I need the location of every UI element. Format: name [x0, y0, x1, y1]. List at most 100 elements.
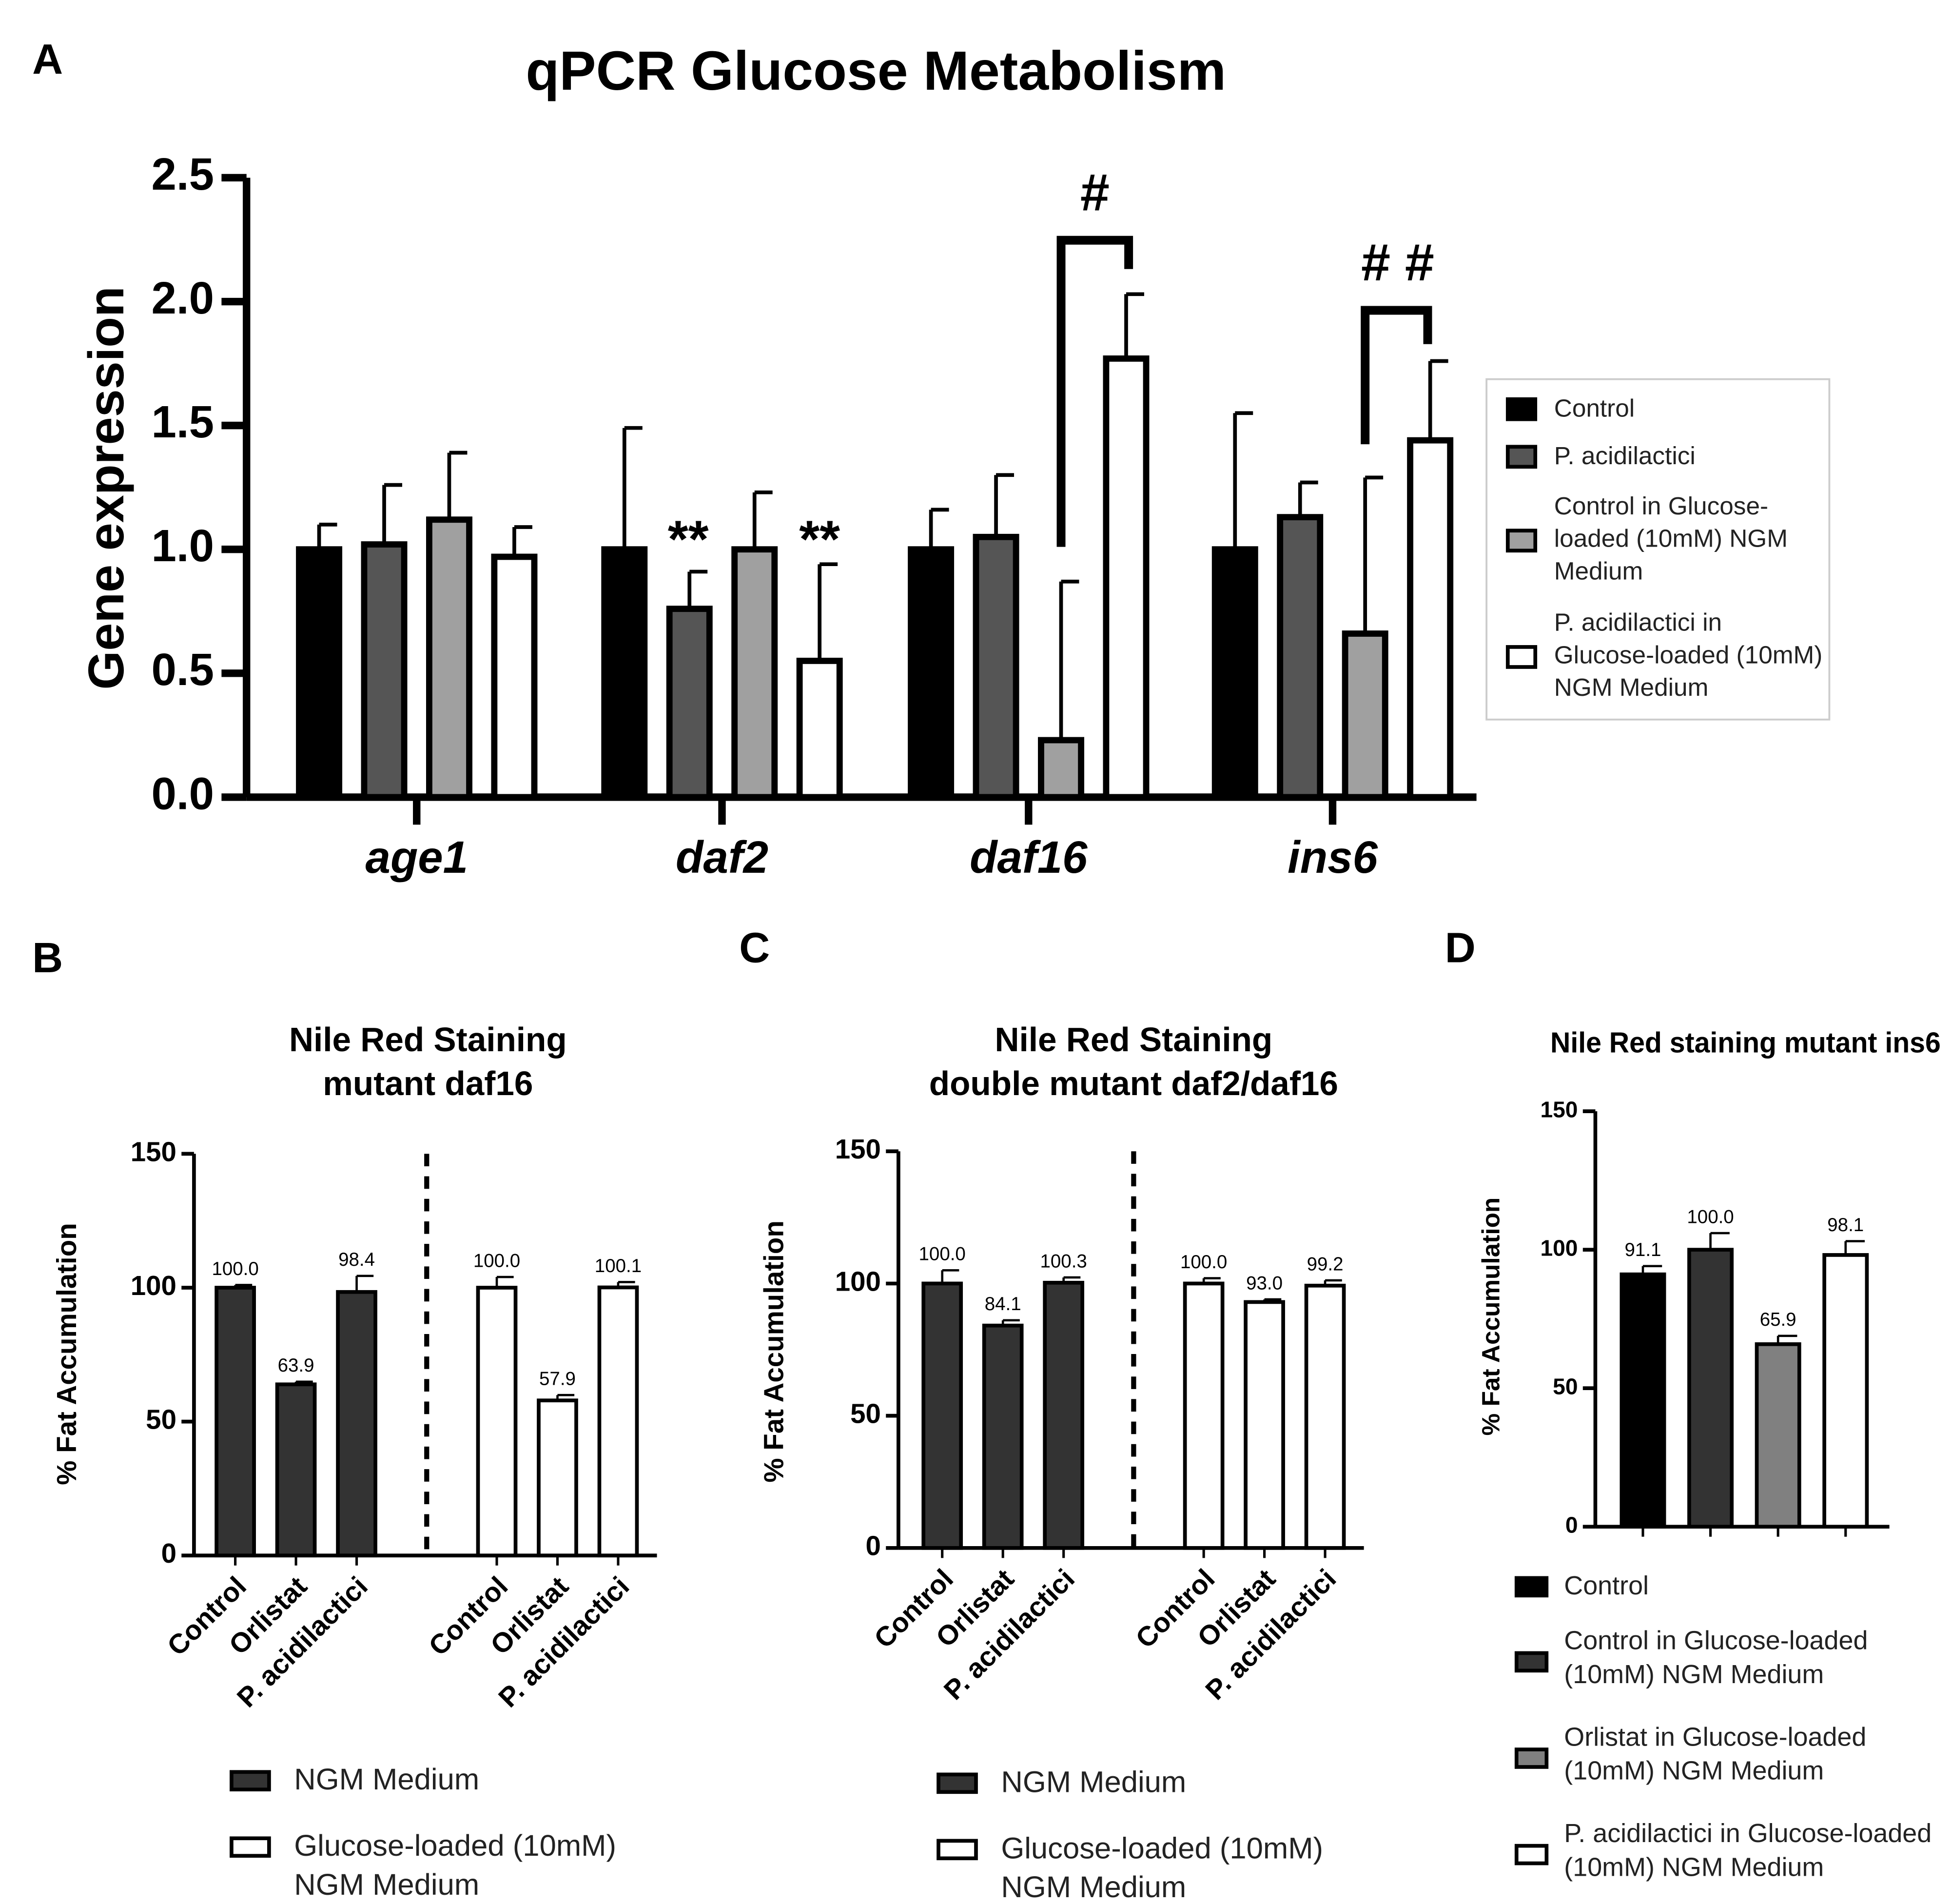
bar — [597, 1285, 639, 1558]
legend-label: Control in Glucose-loaded (10mM) NGM Med… — [1564, 1627, 1868, 1690]
legend-swatch — [937, 1772, 978, 1794]
legend-label-box: Control — [1564, 1571, 1649, 1601]
bar — [296, 546, 343, 801]
value-label: 100.3 — [1040, 1251, 1087, 1272]
bar — [1304, 1283, 1346, 1550]
value-label: 63.9 — [278, 1355, 314, 1376]
chart-title: Nile Red staining mutant ins6 — [1550, 1027, 1941, 1059]
bar — [336, 1290, 377, 1558]
bar — [1407, 437, 1454, 801]
error-bar — [929, 508, 949, 550]
panel-label: A — [32, 36, 63, 83]
error-bar — [752, 490, 773, 550]
value-label: 100.0 — [1687, 1206, 1734, 1227]
value-label: 100.0 — [473, 1250, 520, 1271]
bar — [921, 1281, 963, 1550]
y-tick-label: 0 — [1565, 1512, 1578, 1537]
legend-label-box: NGM Medium — [1001, 1766, 1187, 1800]
y-tick-label: 0 — [161, 1538, 176, 1569]
y-tick-label: 100 — [131, 1270, 176, 1301]
y-tick-label: 150 — [1540, 1097, 1578, 1122]
bar — [361, 541, 408, 801]
error-bar — [1298, 480, 1318, 517]
x-tick-label: daf16 — [970, 832, 1088, 883]
x-tick-label: age1 — [365, 832, 468, 883]
bar — [908, 546, 955, 801]
error-bar — [512, 525, 532, 557]
legend-label-box: Orlistat in Glucose-loaded (10mM) NGM Me… — [1564, 1723, 1867, 1786]
value-label: 91.1 — [1625, 1239, 1661, 1260]
chart-title: Nile Red Staining — [289, 1021, 567, 1059]
bar — [491, 553, 538, 801]
error-bar — [447, 451, 468, 520]
bar — [973, 533, 1019, 801]
bar — [1620, 1272, 1666, 1529]
y-tick-label: 50 — [146, 1404, 176, 1435]
legend-label-box: Control in Glucose-loaded (10mM) NGM Med… — [1564, 1627, 1868, 1690]
error-bar — [818, 562, 838, 661]
error-bar — [1124, 292, 1144, 359]
y-tick-label: 0.0 — [152, 768, 214, 819]
legend-label: Orlistat in Glucose-loaded (10mM) NGM Me… — [1564, 1723, 1867, 1786]
legend-label: Control — [1564, 1571, 1649, 1601]
legend-frame — [1485, 378, 1831, 721]
y-tick-label: 100 — [1540, 1235, 1578, 1260]
bar — [1103, 355, 1150, 801]
value-label: 100.0 — [1180, 1252, 1227, 1273]
legend-label: Glucose-loaded (10mM) NGM Medium — [1001, 1832, 1324, 1904]
legend-swatch — [1505, 445, 1538, 469]
y-tick-label: 2.0 — [152, 273, 214, 323]
chart-title: mutant daf16 — [323, 1064, 533, 1102]
bar — [1687, 1248, 1734, 1529]
chart-title: qPCR Glucose Metabolism — [526, 40, 1226, 101]
bar — [215, 1286, 256, 1558]
y-tick-label: 50 — [850, 1398, 881, 1429]
y-axis-label: % Fat Accumulation — [51, 1223, 82, 1485]
annotation: ** — [668, 509, 709, 568]
legend-swatch — [1505, 529, 1538, 553]
y-axis-label: % Fat Accumulation — [758, 1220, 789, 1482]
bar — [1277, 514, 1324, 801]
error-bar — [1059, 579, 1079, 741]
legend-swatch — [937, 1839, 978, 1861]
bar — [537, 1398, 578, 1558]
value-label: 93.0 — [1246, 1273, 1283, 1294]
legend-swatch — [230, 1770, 271, 1792]
legend-label-box: NGM Medium — [294, 1763, 479, 1797]
bar — [1822, 1253, 1869, 1529]
panel-label: B — [32, 934, 63, 981]
bracket — [1056, 236, 1133, 547]
legend-label-box: Glucose-loaded (10mM) NGM Medium — [1001, 1832, 1324, 1904]
legend-label: NGM Medium — [1001, 1766, 1187, 1800]
value-label: 84.1 — [985, 1294, 1021, 1315]
legend-swatch — [1505, 397, 1538, 421]
value-label: 57.9 — [539, 1369, 576, 1390]
bracket — [1361, 306, 1432, 445]
y-tick-label: 1.5 — [152, 396, 214, 447]
x-tick-label: daf2 — [676, 832, 768, 883]
bar — [666, 606, 713, 801]
legend-label: Control — [1554, 395, 1635, 423]
legend-label-box: P. acidilactici in Glucose-loaded (10mM)… — [1554, 609, 1823, 702]
value-label: 100.1 — [595, 1256, 642, 1276]
bar — [476, 1286, 518, 1558]
bar — [1244, 1300, 1285, 1550]
annotation: # # — [1361, 233, 1434, 292]
bar — [1755, 1342, 1801, 1529]
bar — [731, 546, 778, 801]
error-bar — [941, 1269, 959, 1284]
y-tick-label: 150 — [835, 1134, 881, 1164]
error-bar — [687, 569, 708, 609]
legend-label: Control in Glucose-loaded (10mM) NGM Med… — [1554, 493, 1788, 586]
annotation: # — [1080, 162, 1110, 221]
y-tick-label: 100 — [835, 1266, 881, 1296]
chart-title: double mutant daf2/daf16 — [929, 1064, 1338, 1102]
bar — [1211, 546, 1258, 801]
chart-title: Nile Red Staining — [995, 1021, 1273, 1059]
bar — [796, 657, 843, 801]
error-bar — [994, 473, 1015, 537]
y-tick-label: 1.0 — [152, 520, 214, 571]
bar — [1183, 1281, 1225, 1550]
